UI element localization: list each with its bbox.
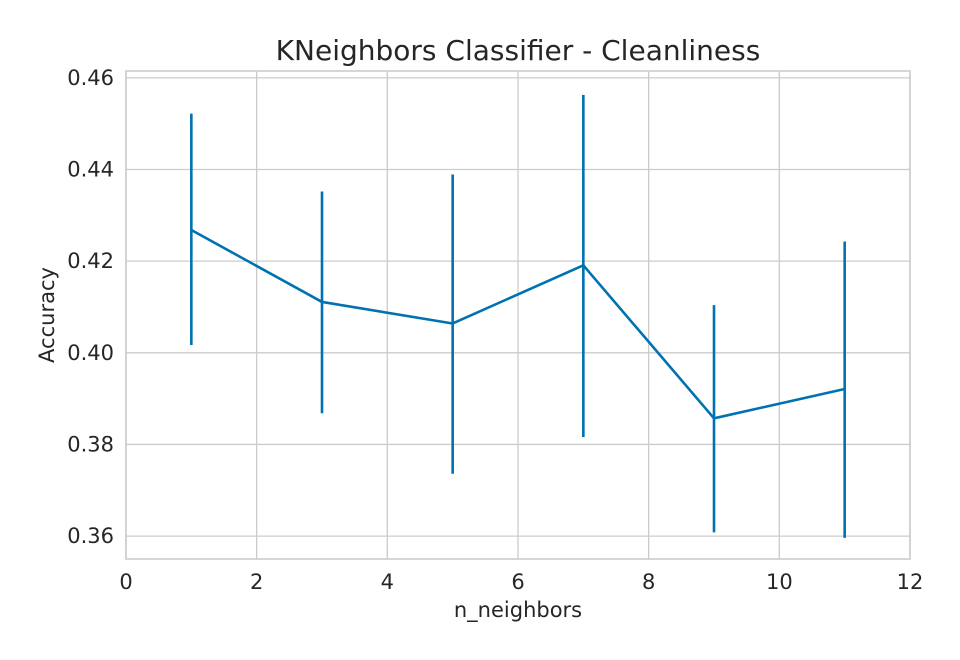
data-point	[581, 263, 585, 267]
series-group	[189, 228, 847, 420]
series-line	[190, 228, 845, 420]
y-axis-ticks: 0.36 0.38 0.40 0.42 0.44 0.46	[67, 66, 114, 548]
y-tick-label: 0.46	[67, 66, 114, 90]
data-point	[189, 228, 193, 232]
y-tick-label: 0.40	[67, 341, 114, 365]
x-axis-label: n_neighbors	[454, 598, 582, 623]
data-point	[451, 322, 455, 325]
data-point	[843, 387, 847, 391]
y-tick-label: 0.36	[67, 524, 114, 548]
grid	[125, 71, 911, 559]
data-point	[320, 300, 324, 304]
y-axis-label: Accuracy	[35, 267, 59, 363]
y-tick-label: 0.42	[67, 249, 114, 273]
data-point	[712, 416, 716, 420]
x-tick-label: 2	[250, 570, 263, 594]
x-tick-label: 6	[511, 570, 524, 594]
x-tick-label: 10	[766, 570, 793, 594]
y-tick-label: 0.44	[67, 158, 114, 182]
x-axis-ticks: 0 2 4 6 8 10 12	[119, 570, 923, 594]
x-tick-label: 8	[642, 570, 655, 594]
x-tick-label: 4	[381, 570, 394, 594]
chart-title: KNeighbors Classifier - Cleanliness	[276, 34, 761, 67]
x-tick-label: 0	[119, 570, 132, 594]
x-tick-label: 12	[897, 570, 924, 594]
y-tick-label: 0.38	[67, 432, 114, 456]
